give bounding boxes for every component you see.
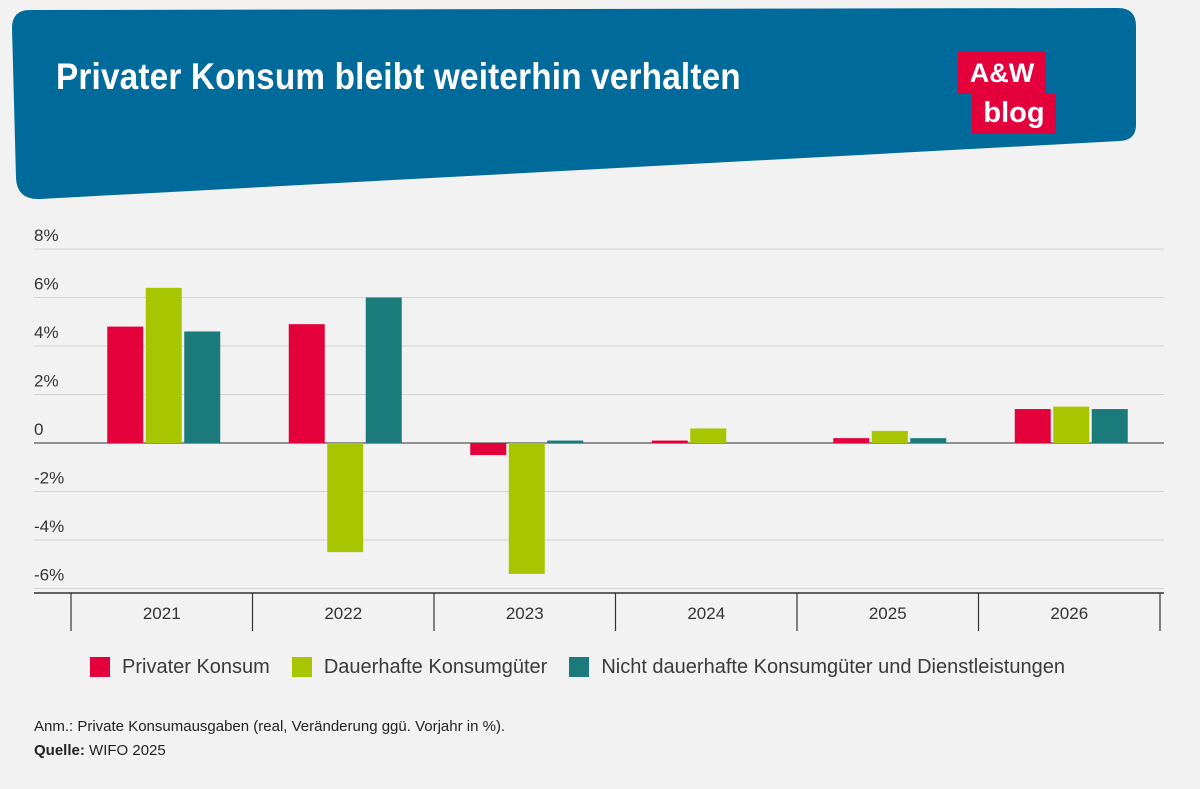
legend-swatch-nicht-dauerhafte [569, 657, 590, 677]
x-tick-label-2025: 2025 [869, 604, 907, 623]
y-tick-label: -4% [34, 517, 64, 536]
x-tick-label-2026: 2026 [1050, 604, 1088, 623]
legend-label-dauerhafte-konsumgueter: Dauerhafte Konsumgüter [323, 655, 548, 678]
logo-line-2: blog [972, 94, 1056, 134]
y-tick-label: -6% [34, 566, 64, 585]
bar-2023-series-1 [508, 443, 545, 574]
aw-blog-logo: A&W blog [958, 52, 1058, 136]
bars [107, 287, 1128, 574]
bar-2024-series-1 [690, 428, 727, 443]
legend-item-dauerhafte-konsumgueter: Dauerhafte Konsumgüter [291, 655, 548, 679]
x-tick-label-2023: 2023 [506, 604, 544, 623]
legend-swatch-dauerhafte-konsumgueter [291, 657, 312, 677]
y-tick-label: 0 [34, 420, 43, 439]
legend-item-privater-konsum: Privater Konsum [90, 656, 270, 679]
bar-2025-series-1 [871, 430, 908, 443]
grid-lines [34, 248, 1164, 589]
legend-item-nicht-dauerhafte: Nicht dauerhafte Konsumgüter und Dienstl… [569, 656, 1065, 679]
bar-2021-series-2 [184, 331, 221, 443]
bar-2022-series-1 [327, 443, 364, 553]
bar-2021-series-1 [145, 287, 182, 443]
bar-2026-series-2 [1091, 409, 1128, 443]
legend-label-privater-konsum: Privater Konsum [122, 655, 270, 678]
y-tick-label: -2% [34, 469, 64, 488]
logo-line-1: A&W [958, 52, 1046, 94]
bar-2025-series-0 [833, 438, 870, 443]
header-banner [12, 8, 1136, 200]
bar-2021-series-0 [107, 326, 144, 443]
x-tick-label-2024: 2024 [687, 604, 725, 623]
y-tick-label: 6% [34, 275, 59, 294]
legend: Privater Konsum Dauerhafte Konsumgüter N… [90, 652, 1087, 682]
x-axis-tick-labels: 2021 2022 2023 2024 2025 2026 [143, 604, 1088, 623]
bar-2025-series-2 [910, 438, 947, 443]
page-title: Privater Konsum bleibt weiterhin verhalt… [56, 56, 741, 97]
legend-swatch-privater-konsum [90, 657, 110, 677]
source-line: Quelle: WIFO 2025 [34, 742, 166, 759]
bar-2024-series-0 [651, 440, 688, 443]
y-tick-label: 4% [34, 323, 59, 342]
axes [34, 592, 1164, 631]
bar-2023-series-0 [470, 443, 507, 456]
footnote: Anm.: Private Konsumausgaben (real, Verä… [34, 718, 506, 735]
source-label: Quelle: [34, 742, 85, 759]
bar-2023-series-2 [547, 440, 584, 443]
bar-2026-series-1 [1053, 406, 1090, 443]
bar-2022-series-0 [288, 324, 325, 443]
x-tick-label-2021: 2021 [143, 604, 181, 623]
y-axis-tick-labels: 8% 6% 4% 2% 0 -2% -4% -6% [34, 226, 64, 585]
x-tick-label-2022: 2022 [324, 604, 362, 623]
y-tick-label: 2% [34, 372, 59, 391]
bar-2026-series-0 [1014, 409, 1051, 443]
bar-2022-series-2 [365, 297, 402, 443]
bar-chart: 8%6%4%2%0-2%-4%-6% 2021 2022 2023 2024 2025 2… [34, 226, 1164, 631]
source-value: WIFO 2025 [89, 742, 166, 759]
legend-label-nicht-dauerhafte: Nicht dauerhafte Konsumgüter und Dienstl… [601, 655, 1065, 678]
y-tick-label: 8% [34, 226, 59, 245]
